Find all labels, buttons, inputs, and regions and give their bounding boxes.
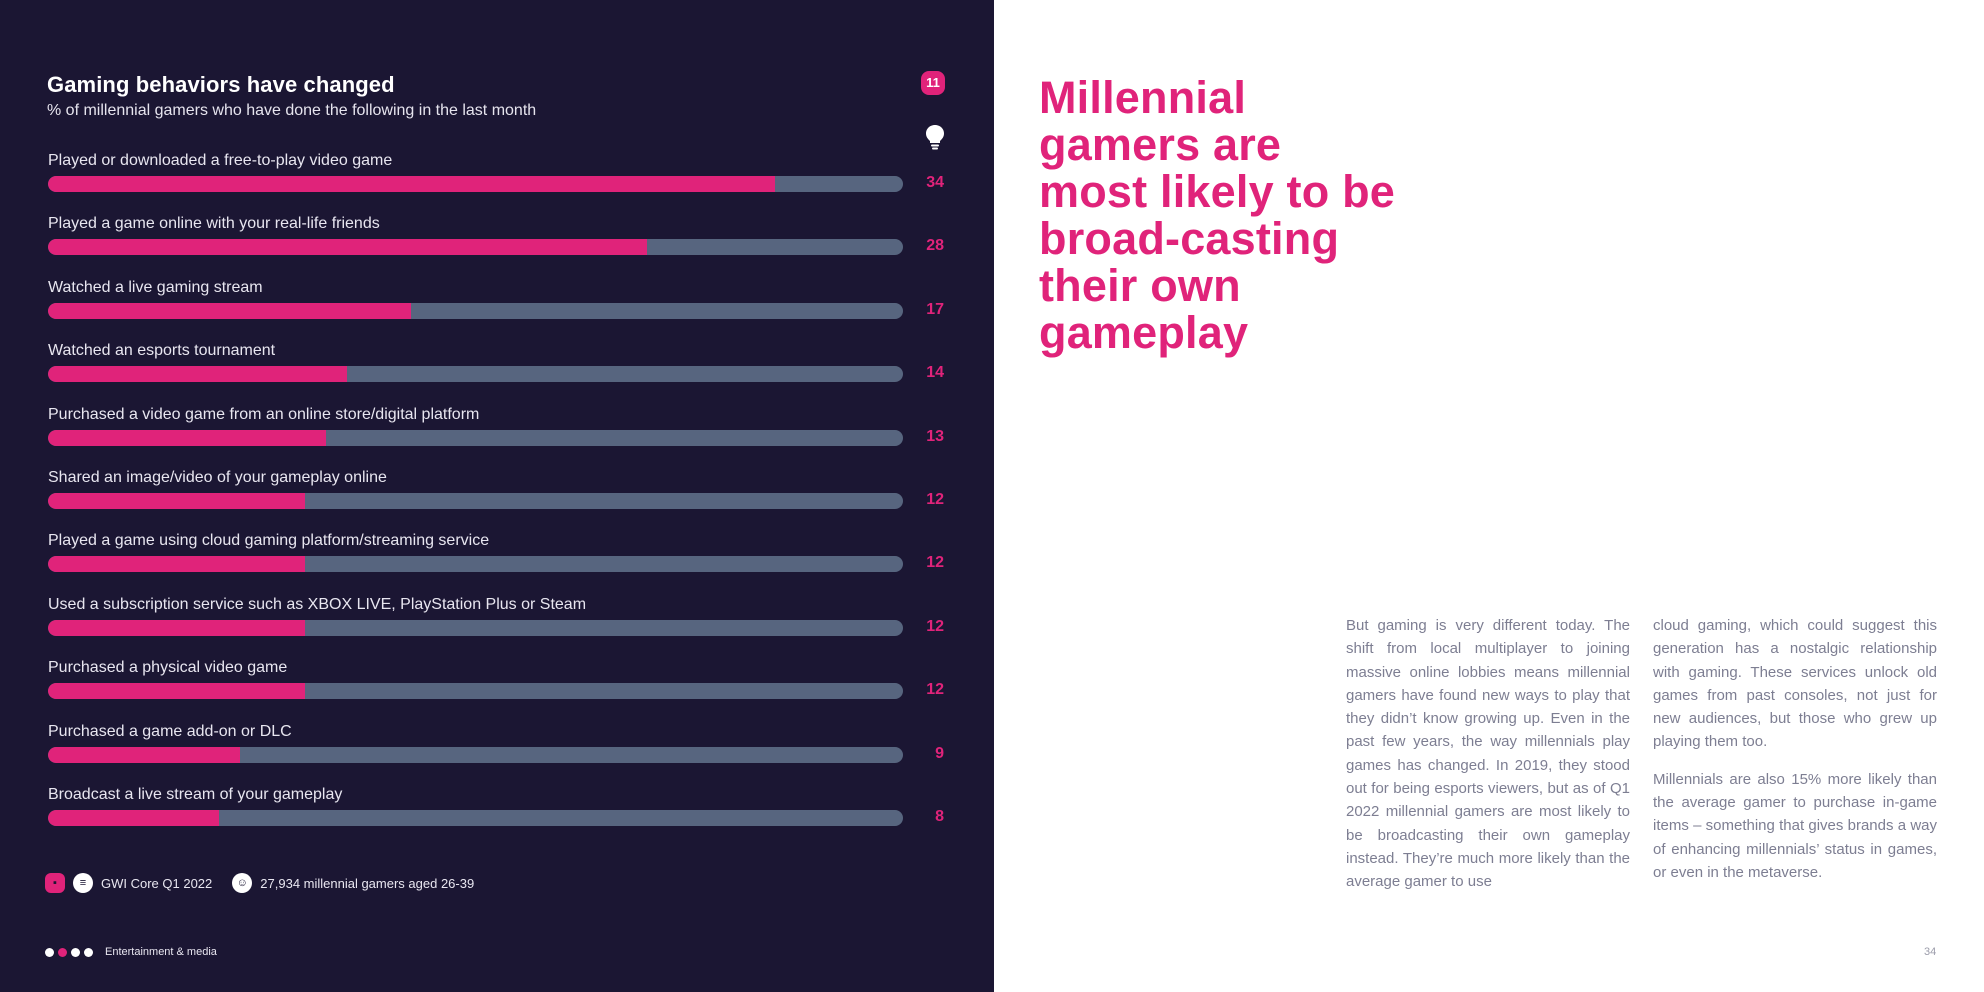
bar-value-label: 34 — [926, 174, 944, 191]
lightbulb-icon — [926, 125, 944, 150]
bar-label: Broadcast a live stream of your gameplay — [48, 786, 343, 803]
bar-value-label: 8 — [935, 808, 944, 825]
database-icon: ≡ — [73, 873, 93, 893]
bar-value-label: 14 — [926, 364, 944, 382]
bar — [48, 746, 241, 763]
bar-track — [48, 302, 903, 319]
article-column-2: cloud gaming, which could suggest this g… — [1653, 614, 1937, 884]
bar — [48, 493, 305, 509]
bar-track — [48, 810, 903, 826]
chart-panel: Gaming behaviors have changed % of mille… — [0, 0, 994, 992]
chart-title: Gaming behaviors have changed — [47, 72, 395, 97]
bar-value-label: 12 — [926, 491, 944, 508]
bar — [48, 239, 647, 256]
bar-label: Purchased a game add-on or DLC — [48, 722, 292, 740]
source-sample: 27,934 millennial gamers aged 26-39 — [260, 875, 475, 891]
bar-label: Purchased a video game from an online st… — [48, 405, 480, 423]
bar — [48, 619, 305, 636]
paragraph: Millennials are also 15% more likely tha… — [1653, 770, 1937, 881]
section-dot-active — [58, 947, 67, 957]
bar — [48, 302, 412, 319]
bar-label: Shared an image/video of your gameplay o… — [48, 469, 387, 486]
chart-subtitle: % of millennial gamers who have done the… — [47, 102, 537, 119]
source-dataset: GWI Core Q1 2022 — [101, 875, 213, 891]
bar-track — [48, 366, 903, 383]
source-row: ▪ ≡ GWI Core Q1 2022 ☺ 27,934 millennial… — [45, 872, 474, 894]
bar-value-label: 12 — [926, 681, 944, 699]
bar-track — [48, 556, 903, 573]
section-dot — [45, 947, 54, 957]
bar-chart: Played or downloaded a free-to-play vide… — [48, 152, 944, 826]
bar-value-label: 28 — [926, 237, 944, 255]
bar-track — [48, 683, 903, 700]
bar-value-label: 13 — [926, 427, 944, 445]
section-dot — [84, 947, 93, 957]
section-label: Entertainment & media — [105, 946, 217, 958]
bar-label: Played or downloaded a free-to-play vide… — [48, 152, 393, 169]
paragraph: cloud gaming, which could suggest this g… — [1653, 617, 1937, 751]
bar — [48, 556, 305, 573]
bar — [48, 683, 305, 700]
chart-number-badge: 11 — [921, 71, 945, 95]
bar-label: Watched an esports tournament — [48, 342, 276, 360]
bar-label: Played a game online with your real-life… — [48, 215, 380, 233]
bar-track — [48, 239, 903, 256]
chart-icon: ▪ — [45, 873, 65, 893]
bar-value-label: 12 — [926, 617, 944, 635]
bar — [48, 429, 326, 446]
bar-track — [48, 619, 903, 636]
bar-value-label: 9 — [935, 744, 944, 762]
page-number: 34 — [1924, 946, 1937, 958]
bar-track — [48, 429, 903, 446]
bar — [48, 366, 348, 383]
bar-value-label: 17 — [926, 300, 944, 318]
bar-track — [48, 176, 903, 192]
article-headline: Millennial gamers are most likely to be … — [1039, 72, 1395, 358]
bar-label: Watched a live gaming stream — [48, 278, 263, 296]
section-dot — [71, 947, 80, 957]
bar — [48, 176, 775, 192]
bar-track — [48, 493, 903, 509]
footer: Entertainment & media — [45, 946, 217, 958]
bar-value-label: 12 — [926, 554, 944, 572]
bar-label: Purchased a physical video game — [48, 659, 288, 677]
bar-label: Used a subscription service such as XBOX… — [48, 595, 587, 613]
bar-label: Played a game using cloud gaming platfor… — [48, 532, 490, 550]
bar — [48, 810, 219, 826]
bar-track — [48, 746, 903, 763]
paragraph: But gaming is very different today. The … — [1346, 617, 1630, 891]
people-icon: ☺ — [232, 873, 253, 893]
article-column-1: But gaming is very different today. The … — [1346, 614, 1630, 894]
section-dots — [45, 947, 93, 957]
article-panel: Millennial gamers are most likely to be … — [994, 0, 1984, 992]
